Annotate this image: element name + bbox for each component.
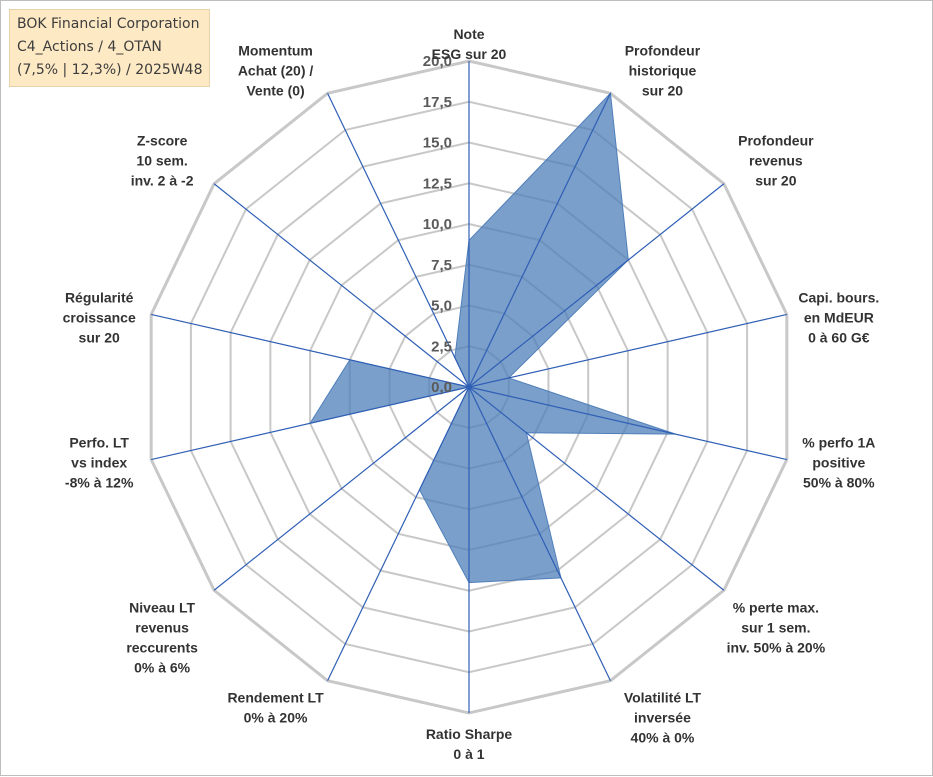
axis-label: Z-score 10 sem. inv. 2 à -2 [131,133,194,189]
axis-label: Volatilité LT inversée 40% à 0% [624,690,702,746]
title-line-1: BOK Financial Corporation [17,16,200,32]
axis-label: Profondeur historique sur 20 [625,42,701,98]
tick-label: 10,0 [423,216,452,233]
axis-spoke [468,386,611,681]
axis-spoke [151,386,470,461]
tick-label: 2,5 [431,338,452,355]
axis-label: Profondeur revenus sur 20 [738,133,814,189]
title-line-3: (7,5% | 12,3%) / 2025W48 [17,62,203,78]
axis-spoke [468,93,611,388]
axis-label-layer: Note ESG sur 20 Profondeur historique sur 20… [63,26,880,762]
axis-label: Capi. bours. en MdEUR 0 à 60 G€ [798,289,879,345]
axis-spoke [468,183,725,388]
axis-label: Rendement LT 0% à 20% [227,690,324,726]
axis-label: Ratio Sharpe 0 à 1 [426,726,513,762]
spoke-layer [151,61,787,713]
tick-label: 20,0 [423,53,452,70]
tick-label: 7,5 [431,257,452,274]
axis-label: Régularité croissance sur 20 [63,289,136,345]
axis-label: Momentum Achat (20) / Vente (0) [238,42,314,98]
tick-label: 0,0 [431,379,452,396]
axis-spoke [327,93,470,388]
axis-spoke [151,313,470,388]
axis-label: Note ESG sur 20 [432,26,507,62]
axis-label: % perfo 1A positive 50% à 80% [802,435,875,491]
title-box: BOK Financial Corporation C4_Actions / 4… [9,9,210,87]
axis-label: Perfo. LT vs index -8% à 12% [65,435,134,491]
axis-label: Niveau LT revenus reccurents 0% à 6% [126,599,198,675]
axis-spoke [468,313,787,388]
axis-spoke [468,386,725,591]
axis-spoke [327,386,470,681]
axis-label: % perte max. sur 1 sem. inv. 50% à 20% [727,599,826,655]
axis-spoke [213,386,470,591]
axis-spoke [468,386,787,461]
tick-layer: 0,0 2,5 5,0 7,5 10,0 12,5 15,0 17,5 20,0 [423,53,452,396]
title-line-2: C4_Actions / 4_OTAN [17,39,162,55]
tick-label: 12,5 [423,175,452,192]
tick-label: 15,0 [423,135,452,152]
axis-spoke [213,183,470,388]
tick-label: 17,5 [423,94,452,111]
tick-label: 5,0 [431,298,452,315]
